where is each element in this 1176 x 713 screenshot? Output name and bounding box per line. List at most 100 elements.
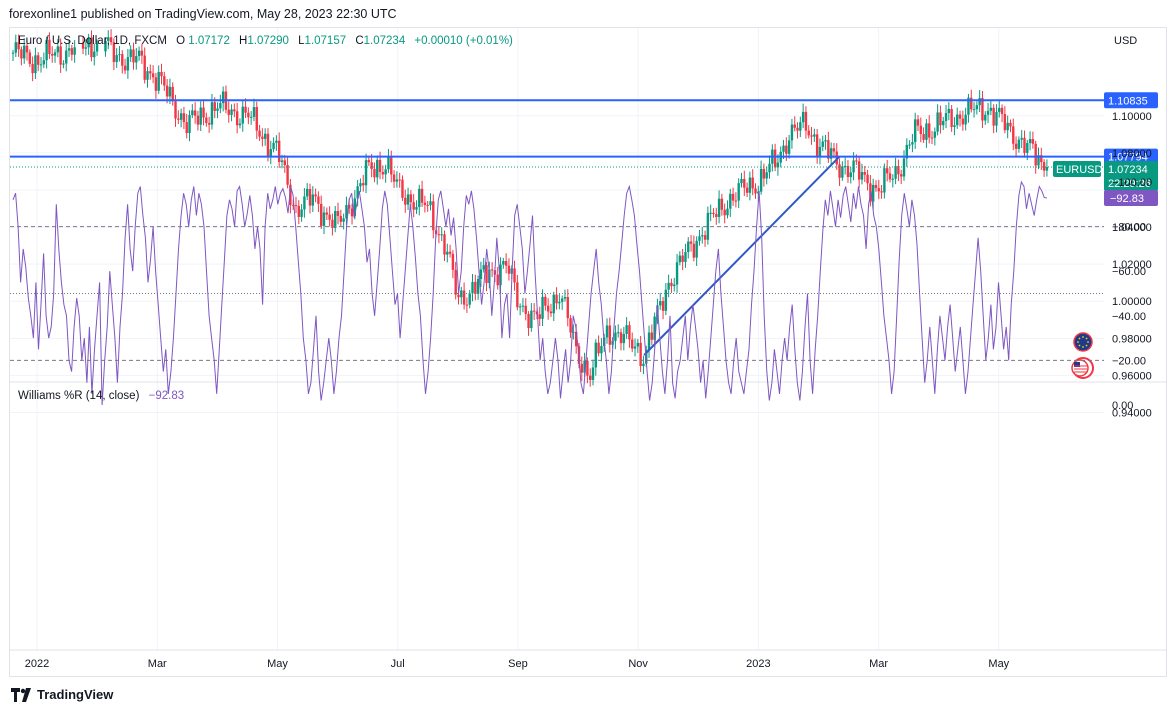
candle — [390, 157, 393, 175]
candle — [984, 114, 987, 121]
symbol-tag-label: EURUSD — [1056, 164, 1103, 176]
candle — [583, 360, 586, 373]
candle — [608, 325, 612, 345]
candle — [126, 57, 130, 71]
candle — [291, 205, 295, 207]
candle — [48, 39, 51, 55]
candle — [336, 211, 340, 216]
candle — [247, 112, 250, 118]
candle — [59, 46, 62, 65]
candle — [328, 214, 331, 220]
candle — [154, 77, 158, 91]
candle — [205, 117, 208, 124]
candle — [320, 203, 323, 226]
candle — [647, 332, 651, 350]
candle — [280, 160, 284, 162]
time-tick-label: 2023 — [746, 658, 770, 670]
symbol-name[interactable]: Euro / U.S. Dollar, 1D, FXCM — [18, 35, 167, 47]
candle — [387, 157, 390, 170]
tradingview-branding[interactable]: TradingView — [11, 687, 113, 702]
candle — [132, 49, 135, 63]
candle — [244, 106, 247, 113]
price-tick-label: 1.04000 — [1112, 222, 1152, 234]
candle — [908, 144, 911, 146]
candle — [731, 193, 735, 201]
candle — [255, 107, 258, 131]
candle — [418, 188, 421, 208]
indicator-name[interactable]: Williams %R (14, close) — [18, 390, 140, 402]
candle — [297, 205, 300, 217]
candle — [1012, 126, 1015, 144]
candle — [995, 112, 998, 126]
candle — [185, 122, 188, 134]
candle — [619, 332, 623, 344]
candle — [776, 162, 780, 168]
candle — [188, 115, 191, 134]
wr-tick-label: −100.00 — [1112, 177, 1152, 189]
trendline[interactable] — [643, 155, 841, 356]
candle — [65, 50, 68, 64]
candle — [1031, 139, 1035, 144]
candle — [659, 301, 662, 306]
candle — [446, 251, 449, 255]
candle — [541, 296, 544, 319]
candle — [362, 183, 365, 186]
candle — [726, 208, 729, 216]
candle — [84, 47, 88, 49]
candle — [135, 56, 138, 63]
change-value: +0.00010 (+0.01%) — [414, 35, 513, 47]
candle — [614, 332, 617, 341]
candle — [810, 135, 813, 137]
time-tick-label: Mar — [148, 658, 167, 670]
candle — [121, 54, 124, 66]
candle — [832, 148, 836, 152]
candle — [196, 115, 200, 125]
candle — [846, 165, 850, 178]
resistance-price-label: 1.10835 — [1108, 95, 1148, 107]
candle — [701, 235, 704, 237]
candle — [241, 106, 244, 124]
candle — [454, 269, 457, 295]
indicator-legend[interactable]: Williams %R (14, close) −92.83 — [18, 390, 184, 402]
candle — [703, 235, 707, 240]
price-tick-label: 0.94000 — [1112, 408, 1152, 420]
candle — [829, 148, 833, 159]
candle — [869, 183, 872, 202]
candle — [1009, 122, 1012, 127]
close-value: 1.07234 — [363, 35, 406, 47]
candle — [527, 313, 530, 329]
candle — [238, 123, 242, 126]
candle — [193, 110, 197, 116]
candle — [448, 251, 452, 254]
price-tick-label: 1.00000 — [1112, 296, 1152, 308]
symbol-legend[interactable]: Euro / U.S. Dollar, 1D, FXCM O 1.07172 H… — [18, 35, 513, 47]
candle — [793, 124, 796, 128]
candle — [953, 125, 956, 127]
candle — [440, 234, 443, 236]
candle — [381, 172, 385, 175]
candle — [1017, 139, 1021, 149]
candle — [93, 51, 96, 58]
candle — [401, 179, 404, 198]
candle — [339, 215, 343, 222]
candle — [930, 137, 934, 139]
candle — [199, 107, 202, 125]
candle — [269, 149, 272, 157]
candle — [1000, 107, 1004, 115]
candle — [104, 40, 107, 52]
candle — [443, 234, 446, 255]
williams-r-line[interactable] — [12, 180, 1047, 406]
candle — [272, 142, 275, 150]
candle — [841, 166, 844, 178]
currency-label: USD — [1114, 35, 1137, 47]
candle — [838, 164, 841, 178]
candle — [1014, 143, 1018, 149]
candle — [981, 98, 984, 121]
candle — [39, 64, 43, 66]
eu-flag-icon[interactable] — [1073, 332, 1093, 352]
resistance-price-tag — [1104, 92, 1158, 109]
candle — [252, 107, 256, 117]
eu-flag-star — [1078, 337, 1081, 340]
candle — [866, 174, 869, 184]
